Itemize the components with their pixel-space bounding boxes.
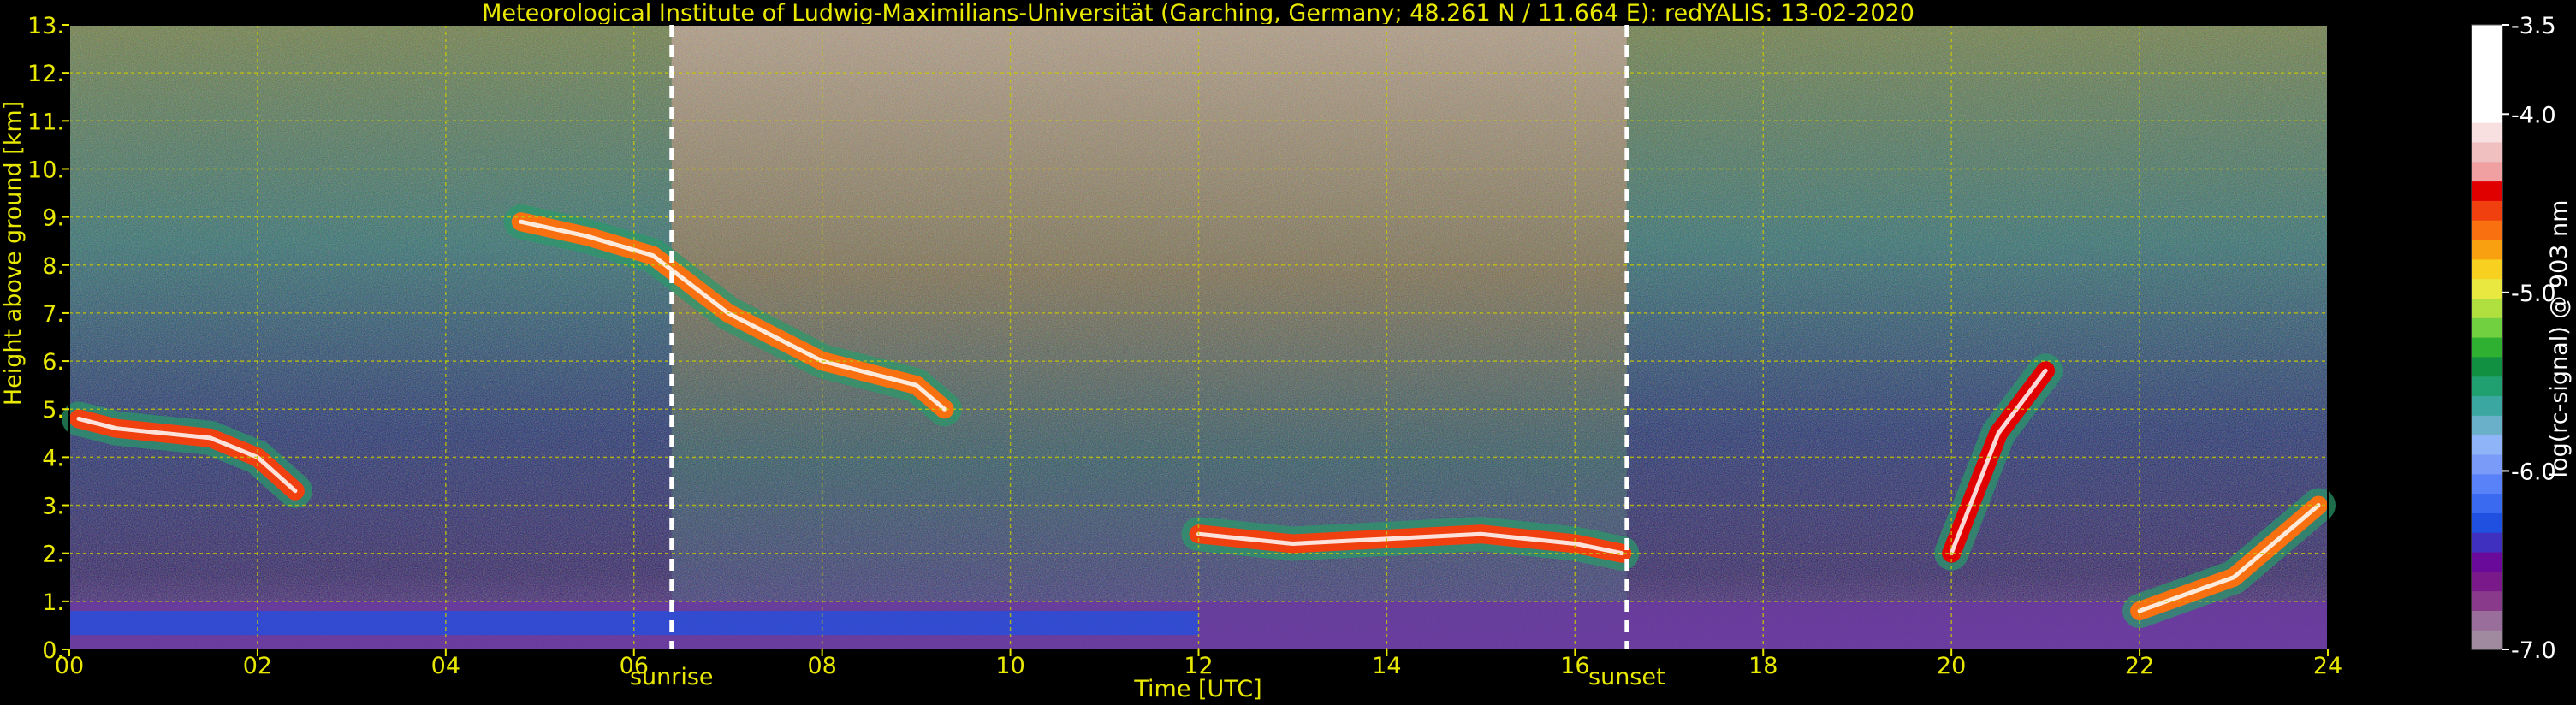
y-axis-label: Height above ground [km]: [0, 101, 27, 406]
colorbar-tick-label: -3.5: [2511, 13, 2556, 39]
colorbar-segment: [2472, 512, 2502, 533]
colorbar-segment: [2472, 395, 2502, 416]
x-axis-ticks: 00 02 04 06 08 10 12 14 16 18 20 22 24: [55, 649, 2342, 679]
colorbar-segment: [2472, 473, 2502, 495]
colorbar-segment: [2472, 337, 2502, 358]
colorbar-segment: [2472, 239, 2502, 260]
colorbar-segment: [2472, 453, 2502, 475]
colorbar-segment: [2472, 122, 2502, 143]
colorbar-segment: [2472, 25, 2502, 45]
colorbar-segment: [2472, 356, 2502, 377]
x-tick-label: 20: [1937, 653, 1966, 679]
y-tick-label: 4.: [42, 445, 64, 471]
colorbar-segment: [2472, 258, 2502, 280]
y-tick-label: 1.: [42, 589, 64, 616]
colorbar-segment: [2472, 415, 2502, 435]
colorbar-tick-label: -4.0: [2511, 102, 2556, 128]
colorbar-segment: [2472, 435, 2502, 455]
time-markers: [669, 25, 1629, 649]
colorbar-segment: [2472, 376, 2502, 397]
y-tick-label: 9.: [42, 205, 64, 232]
y-tick-label: 0.: [42, 637, 64, 664]
x-tick-label: 06: [620, 653, 649, 679]
colorbar-segment: [2472, 317, 2502, 338]
y-tick-label: 2.: [42, 542, 64, 568]
marker-label-sunset: sunset: [1588, 664, 1665, 690]
colorbar-ticks: -7.0 -6.0 -5.0 -4.0 -3.5: [2502, 13, 2556, 664]
colorbar-tick-label: -7.0: [2511, 637, 2556, 664]
colorbar-segment: [2472, 298, 2502, 318]
x-tick-label: 24: [2313, 653, 2342, 679]
x-axis-label: Time [UTC]: [1133, 676, 1261, 702]
x-tick-label: 16: [1560, 653, 1589, 679]
colorbar-segment: [2472, 161, 2502, 182]
colorbar-frame: [2471, 24, 2503, 650]
colorbar-segment: [2472, 571, 2502, 592]
x-tick-label: 10: [995, 653, 1024, 679]
colorbar-segment: [2472, 532, 2502, 553]
x-tick-label: 00: [55, 653, 84, 679]
marker-label-sunrise: sunrise: [630, 664, 714, 690]
feature-peak: [1196, 531, 1624, 556]
feature-peak: [2137, 503, 2321, 613]
colorbar: [2471, 24, 2503, 650]
colorbar-segment: [2472, 181, 2502, 201]
colorbar-segment: [2472, 63, 2502, 85]
x-tick-label: 02: [243, 653, 272, 679]
colorbar-segment: [2472, 551, 2502, 572]
colorbar-segment: [2472, 141, 2502, 163]
x-tick-label: 22: [2125, 653, 2154, 679]
y-tick-label: 5.: [42, 397, 64, 424]
colorbar-segment: [2472, 630, 2502, 650]
y-axis-ticks: 0. 1. 2. 3. 4. 5. 6. 7. 8. 9. 10. 11. 12. 13.: [27, 13, 69, 664]
x-tick-label: 08: [807, 653, 836, 679]
cloud-features: [61, 204, 2336, 629]
colorbar-segment: [2472, 220, 2502, 240]
y-tick-label: 10.: [27, 157, 64, 183]
x-tick-label: 12: [1184, 653, 1213, 679]
colorbar-segment: [2472, 278, 2502, 299]
colorbar-segment: [2472, 610, 2502, 631]
colorbar-label: log(rc-signal) @ 903 nm: [2546, 200, 2573, 478]
feature-peak: [1949, 368, 2048, 556]
x-tick-label: 04: [431, 653, 460, 679]
colorbar-segment: [2472, 83, 2502, 104]
colorbar-segment: [2472, 200, 2502, 221]
x-tick-label: 18: [1748, 653, 1778, 679]
plot-area: [61, 24, 2336, 650]
x-tick-label: 14: [1372, 653, 1401, 679]
colorbar-tick-label: -6.0: [2511, 459, 2556, 485]
colorbar-segment: [2472, 44, 2502, 65]
y-tick-label: 12.: [27, 61, 64, 87]
colorbar-segment: [2472, 103, 2502, 123]
y-tick-label: 3.: [42, 494, 64, 520]
chart-title: Meteorological Institute of Ludwig-Maxim…: [482, 0, 1914, 27]
y-tick-label: 11.: [27, 109, 64, 135]
y-tick-label: 8.: [42, 253, 64, 280]
y-tick-label: 13.: [27, 13, 64, 39]
y-tick-label: 6.: [42, 349, 64, 376]
colorbar-segment: [2472, 493, 2502, 513]
colorbar-tick-label: -5.0: [2511, 281, 2556, 307]
signal-noise: [69, 25, 2328, 649]
y-tick-label: 7.: [42, 301, 64, 328]
feature-peak: [76, 416, 298, 494]
colorbar-segment: [2472, 590, 2502, 611]
